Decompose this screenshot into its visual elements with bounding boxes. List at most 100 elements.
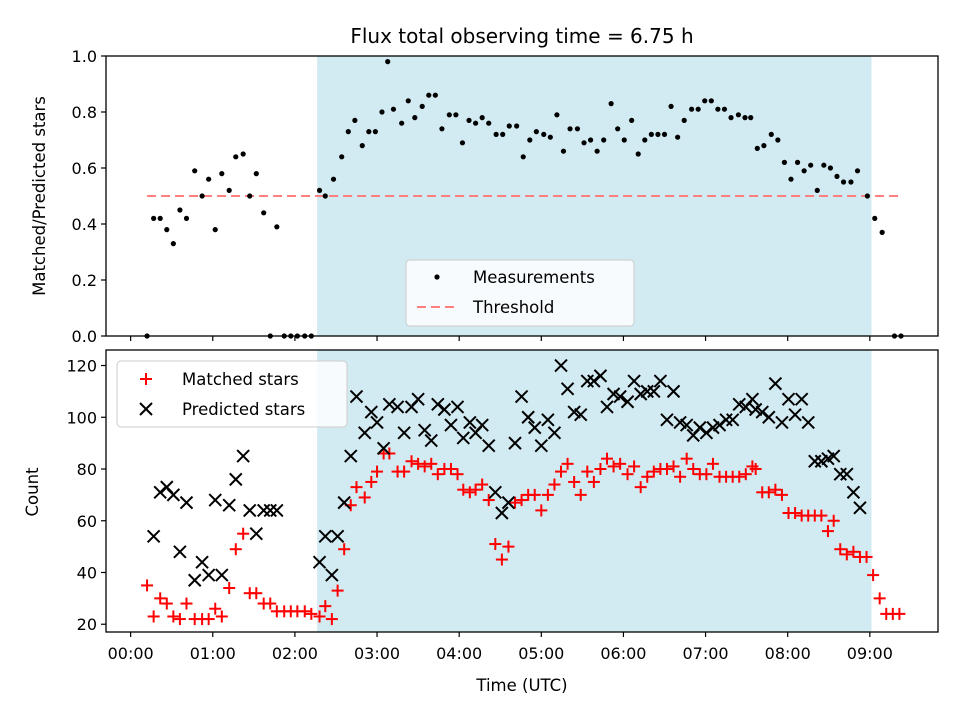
predicted-star-point [846, 485, 861, 500]
predicted-star-point [444, 418, 458, 432]
ratio-legend: Measurements Threshold [405, 259, 635, 327]
matched-star-point [834, 543, 847, 556]
matched-star-point [634, 481, 647, 494]
matched-star-point [147, 610, 160, 623]
predicted-star-point [762, 410, 776, 424]
measurement-point [345, 129, 351, 135]
predicted-star-point [574, 407, 588, 422]
predicted-star-point [222, 498, 236, 512]
matched-star-point [762, 486, 775, 499]
matched-star-point [331, 584, 344, 597]
measurement-point [390, 106, 397, 112]
predicted-star-point [534, 439, 549, 453]
measurement-point [261, 210, 267, 216]
predicted-star-point [358, 426, 372, 440]
predicted-star-point [482, 439, 496, 453]
count-y-axis-label: Count [23, 467, 42, 517]
predicted-star-point [390, 400, 405, 414]
predicted-star-point [364, 405, 378, 419]
predicted-star-point [613, 389, 627, 404]
predicted-star-point [344, 449, 358, 463]
time-x-tick-label: 04:00 [436, 644, 482, 663]
measurement-point [472, 120, 479, 126]
measurement-point [432, 92, 438, 98]
count-y-tick-label: 20 [77, 615, 97, 634]
predicted-star-point [719, 413, 733, 427]
matched-star-point [319, 600, 332, 613]
predicted-star-point [325, 568, 339, 582]
predicted-star-point [541, 413, 555, 427]
measurement-point [372, 129, 378, 135]
predicted-star-point [330, 529, 345, 543]
measurement-point [547, 134, 553, 140]
predicted-star-point [508, 436, 522, 450]
measurement-point [446, 112, 452, 118]
predicted-star-point [833, 467, 847, 481]
predicted-star-point [788, 407, 802, 422]
predicted-star-point [215, 568, 229, 582]
observing-window-shade-bottom [317, 350, 872, 632]
predicted-star-point [475, 418, 489, 432]
measurement-point [541, 131, 547, 137]
measurement-point [459, 140, 466, 146]
count-panel: 20 40 60 80 100 120 00:00 01:00 02:00 03:00 04:00… [23, 349, 939, 695]
measurement-point [848, 179, 854, 185]
predicted-star-point [600, 400, 614, 414]
measurement-point [439, 126, 445, 132]
time-x-tick-label: 05:00 [518, 644, 564, 663]
measurement-point [574, 126, 581, 132]
predicted-star-point [450, 400, 465, 414]
measurement-point [233, 154, 239, 160]
predicted-star-point [801, 415, 815, 430]
matched-star-point [264, 597, 277, 610]
measurement-point [808, 162, 814, 168]
measurement-point [359, 143, 365, 149]
matched-star-point [358, 491, 371, 504]
predicted-star-point [243, 503, 257, 518]
time-x-ticks: 00:00 01:00 02:00 03:00 04:00 05:00 06:00 07:00… [108, 632, 893, 663]
measurement-point [453, 112, 459, 118]
ratio-y-tick-label: 0.6 [72, 159, 97, 178]
predicted-star-point [411, 392, 425, 406]
predicted-star-point [653, 374, 668, 388]
measurement-point [655, 131, 661, 137]
count-y-tick-label: 100 [66, 408, 97, 427]
matched-star-point [867, 569, 880, 582]
ratio-panel: 0.0 0.2 0.4 0.6 0.8 1.0 Matched/Predicted sta… [30, 47, 939, 346]
matched-star-point [561, 457, 574, 470]
matched-star-point [587, 475, 600, 488]
predicted-star-point [201, 568, 216, 582]
predicted-star-point [660, 413, 674, 427]
matched-star-point [789, 506, 802, 519]
measurement-point [872, 215, 878, 221]
measurement-point [192, 168, 198, 174]
predicted-star-point [173, 545, 187, 559]
matched-star-point [739, 468, 752, 481]
matched-star-point [815, 509, 828, 522]
predicted-star-point [397, 426, 411, 440]
ratio-y-axis-label: Matched/Predicted stars [30, 96, 49, 296]
matched-star-point [250, 587, 263, 600]
matched-star-point [502, 540, 515, 553]
time-x-axis-label: Time (UTC) [475, 676, 567, 695]
matched-star-point [509, 496, 522, 509]
measurement-point [405, 98, 411, 104]
predicted-star-point [840, 467, 854, 481]
predicted-star-point [263, 503, 277, 518]
predicted-star-point [495, 506, 509, 520]
matched-star-point [412, 457, 425, 470]
ratio-y-tick-label: 0.2 [72, 271, 97, 290]
matched-star-point [840, 548, 853, 561]
measurement-point [199, 193, 205, 199]
measurement-point [615, 126, 621, 132]
measurement-point [385, 59, 391, 65]
predicted-star-point [560, 382, 575, 396]
ratio-y-tick-label: 0.0 [72, 327, 97, 346]
measurement-point [721, 106, 728, 112]
matched-star-point [769, 483, 782, 496]
measurement-point [322, 193, 328, 199]
matched-star-point [237, 527, 250, 540]
predicted-star-point [370, 415, 384, 430]
time-x-tick-label: 02:00 [272, 644, 318, 663]
